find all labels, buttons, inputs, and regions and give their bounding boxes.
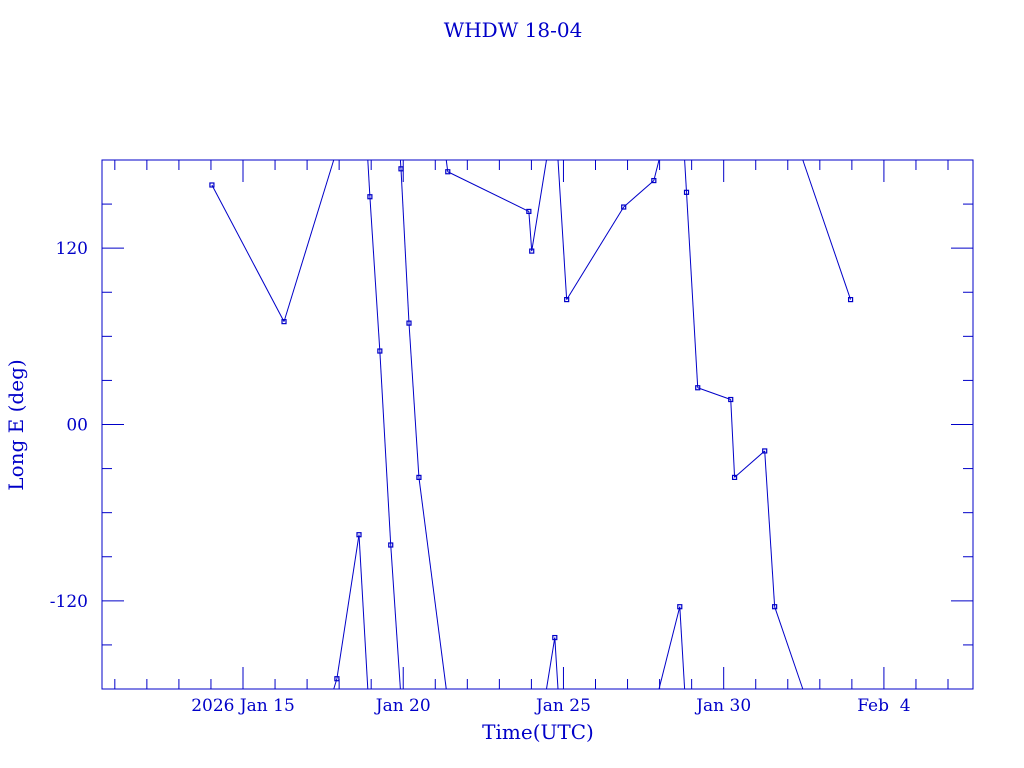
data-point (209, 182, 215, 188)
series-segment (734, 450, 766, 478)
series-segment (408, 323, 420, 478)
series-segment (418, 477, 447, 690)
data-point (334, 676, 340, 682)
series-segment (684, 159, 688, 193)
x-tick-label: Jan 20 (374, 696, 431, 716)
series-segment (390, 544, 401, 690)
series-segment (658, 606, 681, 690)
data-point (564, 296, 570, 303)
data-point (695, 385, 701, 391)
data-point (651, 177, 657, 184)
plot-frame (101, 159, 974, 690)
data-point (677, 604, 683, 610)
series-segment (566, 206, 625, 300)
series-segment (211, 184, 285, 322)
series-segment (679, 606, 686, 690)
series-segment (399, 159, 402, 169)
series-segment (379, 350, 392, 546)
series-segment (557, 159, 568, 300)
series-segment (369, 196, 381, 352)
series-segment (774, 606, 804, 690)
series-segment (367, 159, 371, 197)
y-tick-label: -120 (50, 592, 88, 612)
axis-ticks: 2026 Jan 15 Jan 20 Jan 25 Jan 30 Feb 4 120 00 -… (50, 159, 973, 716)
series-segment (802, 159, 852, 300)
series-segment (554, 637, 559, 690)
data-point (847, 296, 854, 303)
data-point (445, 169, 451, 175)
series-segment (686, 192, 699, 388)
series-segment (528, 211, 533, 252)
series-segment (730, 399, 736, 478)
series-segment (545, 637, 556, 690)
chart-title: WHDW 18-04 (444, 18, 583, 42)
data-point (281, 319, 287, 325)
x-tick-label: Jan 30 (694, 696, 751, 716)
series-segment (336, 534, 360, 679)
data-point (621, 204, 627, 210)
data-point (731, 474, 738, 480)
data-point (683, 189, 690, 195)
data-markers (209, 166, 854, 682)
data-point (356, 532, 362, 538)
series-segment (697, 387, 731, 400)
data-point (762, 448, 768, 454)
series-segment (400, 168, 410, 324)
x-tick-label: Feb 4 (857, 696, 910, 716)
y-tick-label: 120 (56, 239, 88, 259)
series-segment (623, 180, 655, 208)
data-point (416, 474, 422, 480)
data-point (772, 604, 778, 610)
data-point (552, 634, 558, 641)
series-segment (653, 159, 660, 181)
x-tick-label: 2026 Jan 15 (191, 696, 295, 716)
data-point (526, 208, 532, 215)
series-segment (447, 171, 530, 212)
data-point (388, 542, 394, 548)
data-point (728, 396, 734, 403)
data-point (529, 248, 535, 254)
data-point (367, 194, 373, 200)
y-tick-label: 00 (66, 416, 88, 436)
data-point (377, 348, 383, 354)
x-axis-label: Time(UTC) (482, 720, 594, 744)
series-segment (531, 159, 547, 252)
data-point (406, 320, 412, 326)
x-tick-label: Jan 25 (534, 696, 591, 716)
series-line (211, 159, 852, 690)
data-point (398, 166, 404, 172)
series-segment (358, 534, 369, 690)
series-segment (764, 450, 776, 607)
series-segment (283, 159, 335, 322)
y-axis-label: Long E (deg) (4, 359, 28, 490)
